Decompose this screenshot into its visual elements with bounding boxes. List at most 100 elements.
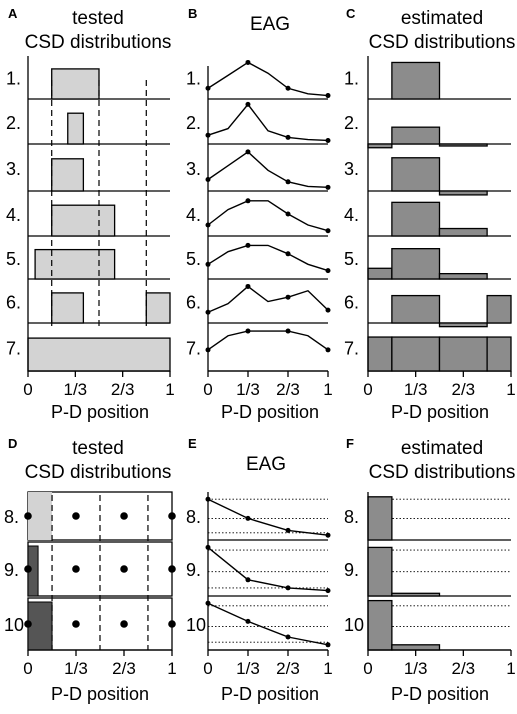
panel-a-tick-label: 1/3	[64, 380, 88, 399]
row-label-c-4: 4.	[344, 205, 359, 225]
panel-b-eag-point	[325, 268, 331, 274]
panel-b-eag-point	[285, 85, 291, 91]
panel-b-eag-point	[285, 134, 291, 140]
panel-d-electrode-dot	[120, 512, 128, 520]
panel-d-electrode-dot	[72, 512, 80, 520]
panel-b-eag-point	[245, 198, 251, 204]
panel-b-eag-point	[325, 184, 331, 190]
panel-c-estimated-bar	[391, 201, 441, 237]
panel-e-eag-point	[245, 577, 251, 583]
row-label-b-6: 6.	[186, 293, 201, 313]
panel-d-electrode-dot	[72, 565, 80, 573]
panel-e-eag-point	[325, 588, 331, 594]
panel-e-eag-line	[207, 498, 329, 536]
panel-e-eag-point	[245, 515, 251, 521]
panel-c-title-line2: CSD distributions	[369, 32, 516, 53]
panel-e-eag-line	[207, 602, 329, 646]
panel-b-eag-point	[325, 137, 331, 143]
panel-b-eag-point	[245, 59, 251, 65]
panel-b-eag-line	[207, 151, 329, 189]
panel-e-title: EAG	[246, 454, 286, 475]
panel-d-electrode-dot	[24, 512, 32, 520]
panel-c-estimated-bar	[367, 336, 393, 372]
panel-c-tick-label: 1/3	[404, 380, 428, 399]
panel-a-tick-label: 1	[165, 380, 174, 399]
panel-b-tick-label: 2/3	[276, 380, 300, 399]
panel-d-xlabel: P-D position	[51, 684, 149, 704]
panel-f-estimated-bar	[391, 592, 441, 597]
row-label-b-7: 7.	[186, 339, 201, 359]
row-label-b-5: 5.	[186, 249, 201, 269]
panel-a-tick-label: 0	[23, 380, 32, 399]
panel-letter-d: D	[8, 436, 17, 451]
panel-b-eag-point	[285, 328, 291, 334]
panel-c-estimated-bar	[391, 336, 441, 372]
panel-e-tick-label: 1/3	[236, 659, 260, 678]
row-label-c-5: 5.	[344, 249, 359, 269]
panel-letter-f: F	[346, 436, 354, 451]
row-label-f-3: 10	[344, 615, 364, 635]
panel-letter-a: A	[8, 6, 18, 21]
panel-e-tick-label: 2/3	[276, 659, 300, 678]
panel-d-electrode-dot	[120, 620, 128, 628]
panel-d-electrode-dot	[120, 565, 128, 573]
panel-b-eag-point	[245, 149, 251, 155]
panel-b-eag-point	[285, 179, 291, 185]
panel-d-tick-label: 2/3	[112, 659, 136, 678]
panel-d-electrode-dot	[24, 565, 32, 573]
panel-c-estimated-bar	[438, 336, 488, 372]
panel-c-estimated-bar	[391, 294, 441, 324]
row-label-f-1: 8.	[344, 507, 359, 527]
panel-d-tick-label: 1	[167, 659, 176, 678]
panel-b-eag-line	[207, 61, 329, 97]
panel-e-eag-point	[285, 527, 291, 533]
row-label-c-1: 1.	[344, 69, 359, 89]
panel-e-eag-point	[285, 634, 291, 640]
panel-d-tick-label: 1/3	[64, 659, 88, 678]
panel-b-eag-line	[207, 200, 329, 232]
row-label-e-1: 8.	[186, 507, 201, 527]
row-label-f-2: 9.	[344, 560, 359, 580]
chart-marks: 1.2.3.4.5.6.7.0 1/3 2/3 1 0 1/3 2/3 1 0 1/3 2/3 11.…	[4, 56, 516, 678]
row-label-a-5: 5.	[6, 249, 21, 269]
panel-d-electrode-dot	[72, 620, 80, 628]
panel-b-eag-line	[207, 103, 329, 142]
panel-f-title-line1: estimated	[401, 438, 483, 459]
panel-b-eag-line	[207, 285, 329, 313]
row-label-a-6: 6.	[6, 293, 21, 313]
panel-b-eag-point	[285, 251, 291, 257]
panel-b-eag-line	[207, 244, 329, 272]
panel-d-title-line1: tested	[72, 438, 124, 459]
panel-f-tick-label: 1/3	[404, 659, 428, 678]
panel-a-tested-box	[67, 112, 85, 145]
panel-c-estimated-bar	[438, 227, 488, 237]
row-label-c-3: 3.	[344, 159, 359, 179]
panel-a-tested-box	[51, 204, 116, 237]
panel-d-tested-box	[28, 492, 53, 540]
panel-c-tick-label: 2/3	[452, 380, 476, 399]
panel-d-electrode-dot	[168, 565, 176, 573]
panel-f-estimated-bar	[367, 546, 393, 597]
panel-f-estimated-bar	[367, 599, 393, 651]
panel-f-estimated-bar	[367, 496, 393, 541]
panel-f-xlabel: P-D position	[391, 684, 489, 704]
panel-c-tick-label: 1	[506, 380, 515, 399]
panel-c-estimated-bar	[486, 294, 512, 324]
panel-d-electrode-dot	[168, 512, 176, 520]
row-label-d-3: 10	[4, 615, 24, 635]
panel-c-estimated-bar	[438, 322, 488, 328]
panel-e-eag-point	[285, 585, 291, 591]
panel-c-estimated-bar	[391, 157, 441, 192]
row-label-a-7: 7.	[6, 339, 21, 359]
panel-b-eag-point	[325, 93, 331, 99]
panel-c-estimated-bar	[438, 272, 488, 280]
panel-d-electrode-dot	[24, 620, 32, 628]
panel-a-title-line1: tested	[72, 8, 124, 29]
panel-a-tested-box	[27, 337, 171, 372]
row-label-b-4: 4.	[186, 205, 201, 225]
panel-letter-e: E	[188, 436, 197, 451]
panel-e-tick-label: 1	[323, 659, 332, 678]
panel-a-title-line2: CSD distributions	[25, 32, 172, 53]
row-label-c-7: 7.	[344, 339, 359, 359]
